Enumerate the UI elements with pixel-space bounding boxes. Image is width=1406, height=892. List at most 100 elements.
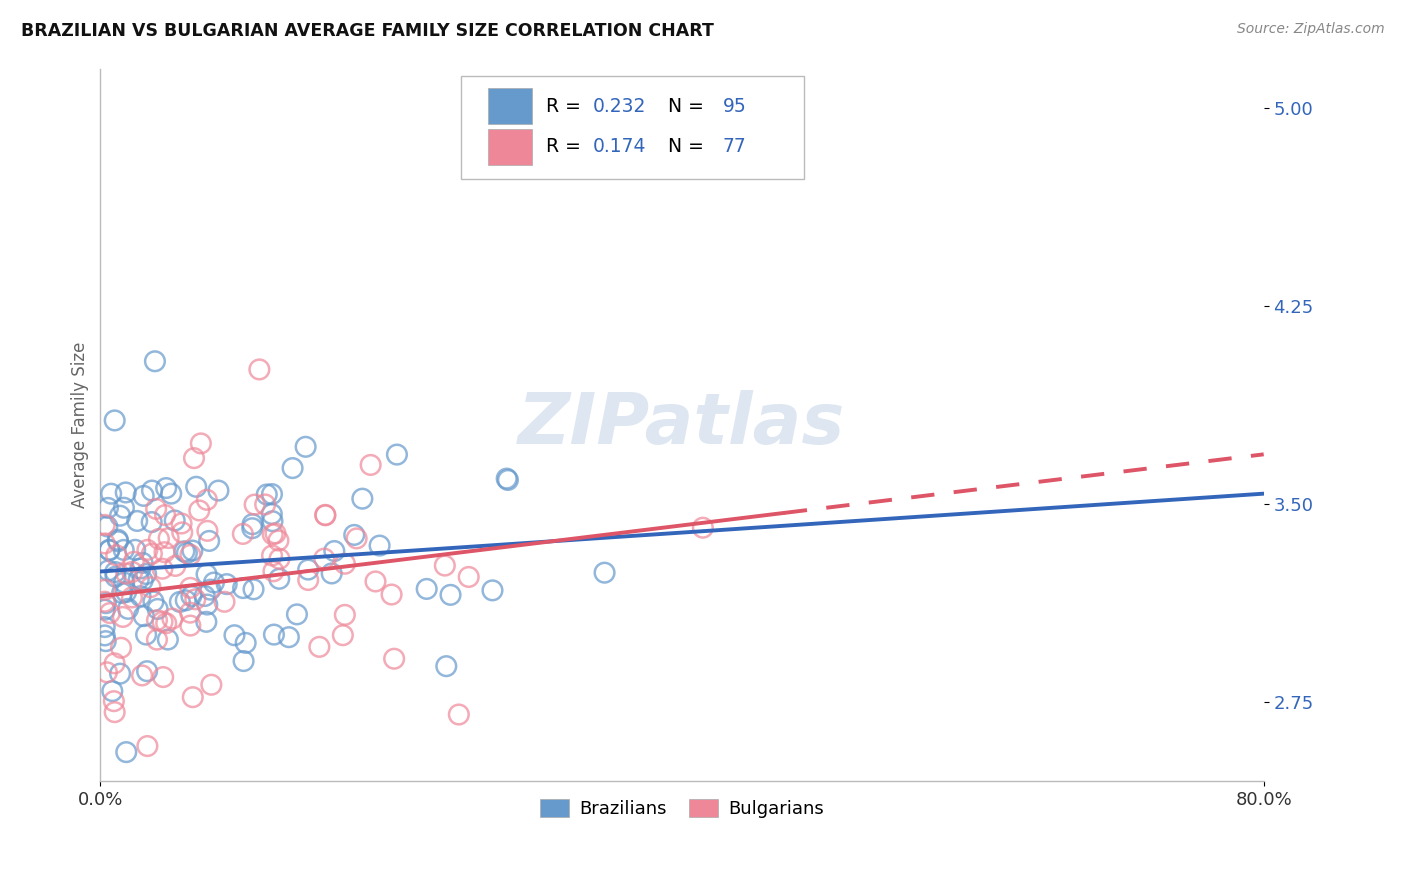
Point — [115, 566, 138, 581]
Point — [143, 354, 166, 368]
Point — [124, 542, 146, 557]
Point — [156, 632, 179, 647]
Point — [97, 500, 120, 515]
Point — [111, 586, 134, 600]
Point — [146, 632, 169, 647]
Point — [174, 593, 197, 607]
Point — [94, 634, 117, 648]
Point — [104, 565, 127, 579]
Point — [247, 362, 270, 376]
Point — [152, 615, 174, 629]
Point — [169, 595, 191, 609]
Point — [179, 581, 201, 595]
Point — [314, 508, 336, 523]
Point — [235, 636, 257, 650]
Point — [176, 546, 198, 560]
Point — [142, 594, 165, 608]
Point — [153, 545, 176, 559]
Point — [433, 558, 456, 573]
Text: Source: ZipAtlas.com: Source: ZipAtlas.com — [1237, 22, 1385, 37]
Point — [297, 573, 319, 587]
Point — [382, 651, 405, 665]
Point — [155, 481, 177, 495]
Point — [94, 596, 117, 610]
Text: R =: R = — [546, 137, 586, 156]
Point — [186, 480, 208, 494]
Point — [333, 557, 356, 571]
Point — [254, 498, 277, 512]
Point — [136, 664, 159, 678]
Text: R =: R = — [546, 96, 586, 116]
Point — [415, 582, 437, 596]
Point — [194, 589, 217, 603]
Point — [135, 566, 157, 581]
Point — [333, 607, 356, 622]
Point — [495, 472, 517, 486]
Point — [152, 670, 174, 684]
Point — [112, 500, 135, 515]
Point — [107, 533, 129, 547]
Point — [352, 491, 374, 506]
Point — [93, 628, 115, 642]
Point — [285, 607, 308, 622]
Text: N =: N = — [657, 137, 710, 156]
Point — [98, 542, 121, 557]
Point — [262, 527, 284, 541]
Point — [148, 532, 170, 546]
Point — [93, 582, 115, 597]
Point — [188, 503, 211, 517]
Point — [101, 684, 124, 698]
Point — [145, 502, 167, 516]
Point — [269, 572, 291, 586]
Point — [132, 489, 155, 503]
Point — [198, 533, 221, 548]
Point — [260, 549, 283, 563]
Point — [262, 564, 284, 578]
Point — [141, 515, 163, 529]
Point — [343, 528, 366, 542]
Point — [93, 595, 115, 609]
Point — [179, 606, 201, 620]
Bar — [488, 129, 531, 165]
Point — [314, 551, 336, 566]
Y-axis label: Average Family Size: Average Family Size — [72, 342, 89, 508]
Point — [267, 533, 290, 548]
Point — [190, 436, 212, 450]
Point — [131, 574, 153, 588]
Point — [264, 526, 287, 541]
Point — [195, 615, 218, 629]
Point — [269, 551, 291, 566]
Text: ZIPatlas: ZIPatlas — [519, 391, 846, 459]
Point — [135, 627, 157, 641]
Point — [170, 516, 193, 531]
Point — [129, 589, 152, 603]
Point — [197, 524, 219, 538]
Point — [181, 543, 204, 558]
Point — [593, 566, 616, 580]
Point — [243, 498, 266, 512]
Text: 0.232: 0.232 — [592, 96, 645, 116]
Point — [108, 666, 131, 681]
Point — [112, 542, 135, 557]
Point — [121, 591, 143, 605]
Point — [457, 570, 479, 584]
Point — [162, 611, 184, 625]
Point — [242, 517, 264, 532]
Point — [160, 486, 183, 500]
Point — [97, 564, 120, 578]
Point — [114, 485, 136, 500]
Point — [93, 620, 115, 634]
Point — [202, 575, 225, 590]
Point — [200, 678, 222, 692]
Point — [364, 574, 387, 589]
Point — [103, 694, 125, 708]
Point — [104, 413, 127, 427]
Point — [184, 592, 207, 607]
Text: BRAZILIAN VS BULGARIAN AVERAGE FAMILY SIZE CORRELATION CHART: BRAZILIAN VS BULGARIAN AVERAGE FAMILY SI… — [21, 22, 714, 40]
Point — [125, 805, 148, 820]
Point — [277, 630, 299, 644]
Point — [181, 690, 204, 705]
Point — [131, 668, 153, 682]
Point — [321, 566, 343, 581]
Point — [256, 487, 278, 501]
